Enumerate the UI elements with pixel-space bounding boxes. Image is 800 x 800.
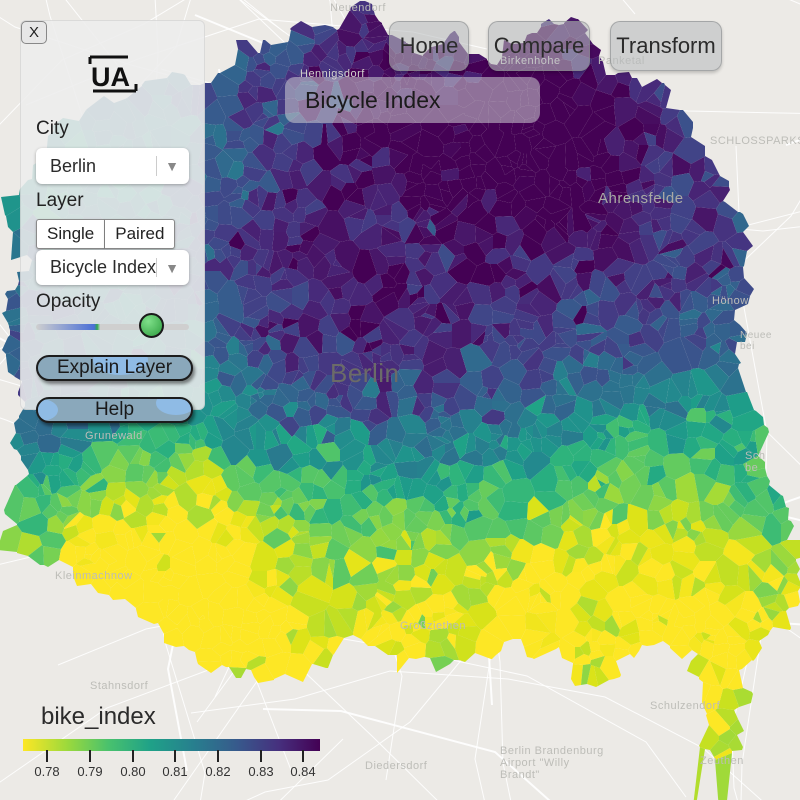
svg-text:UA: UA [91, 62, 130, 92]
